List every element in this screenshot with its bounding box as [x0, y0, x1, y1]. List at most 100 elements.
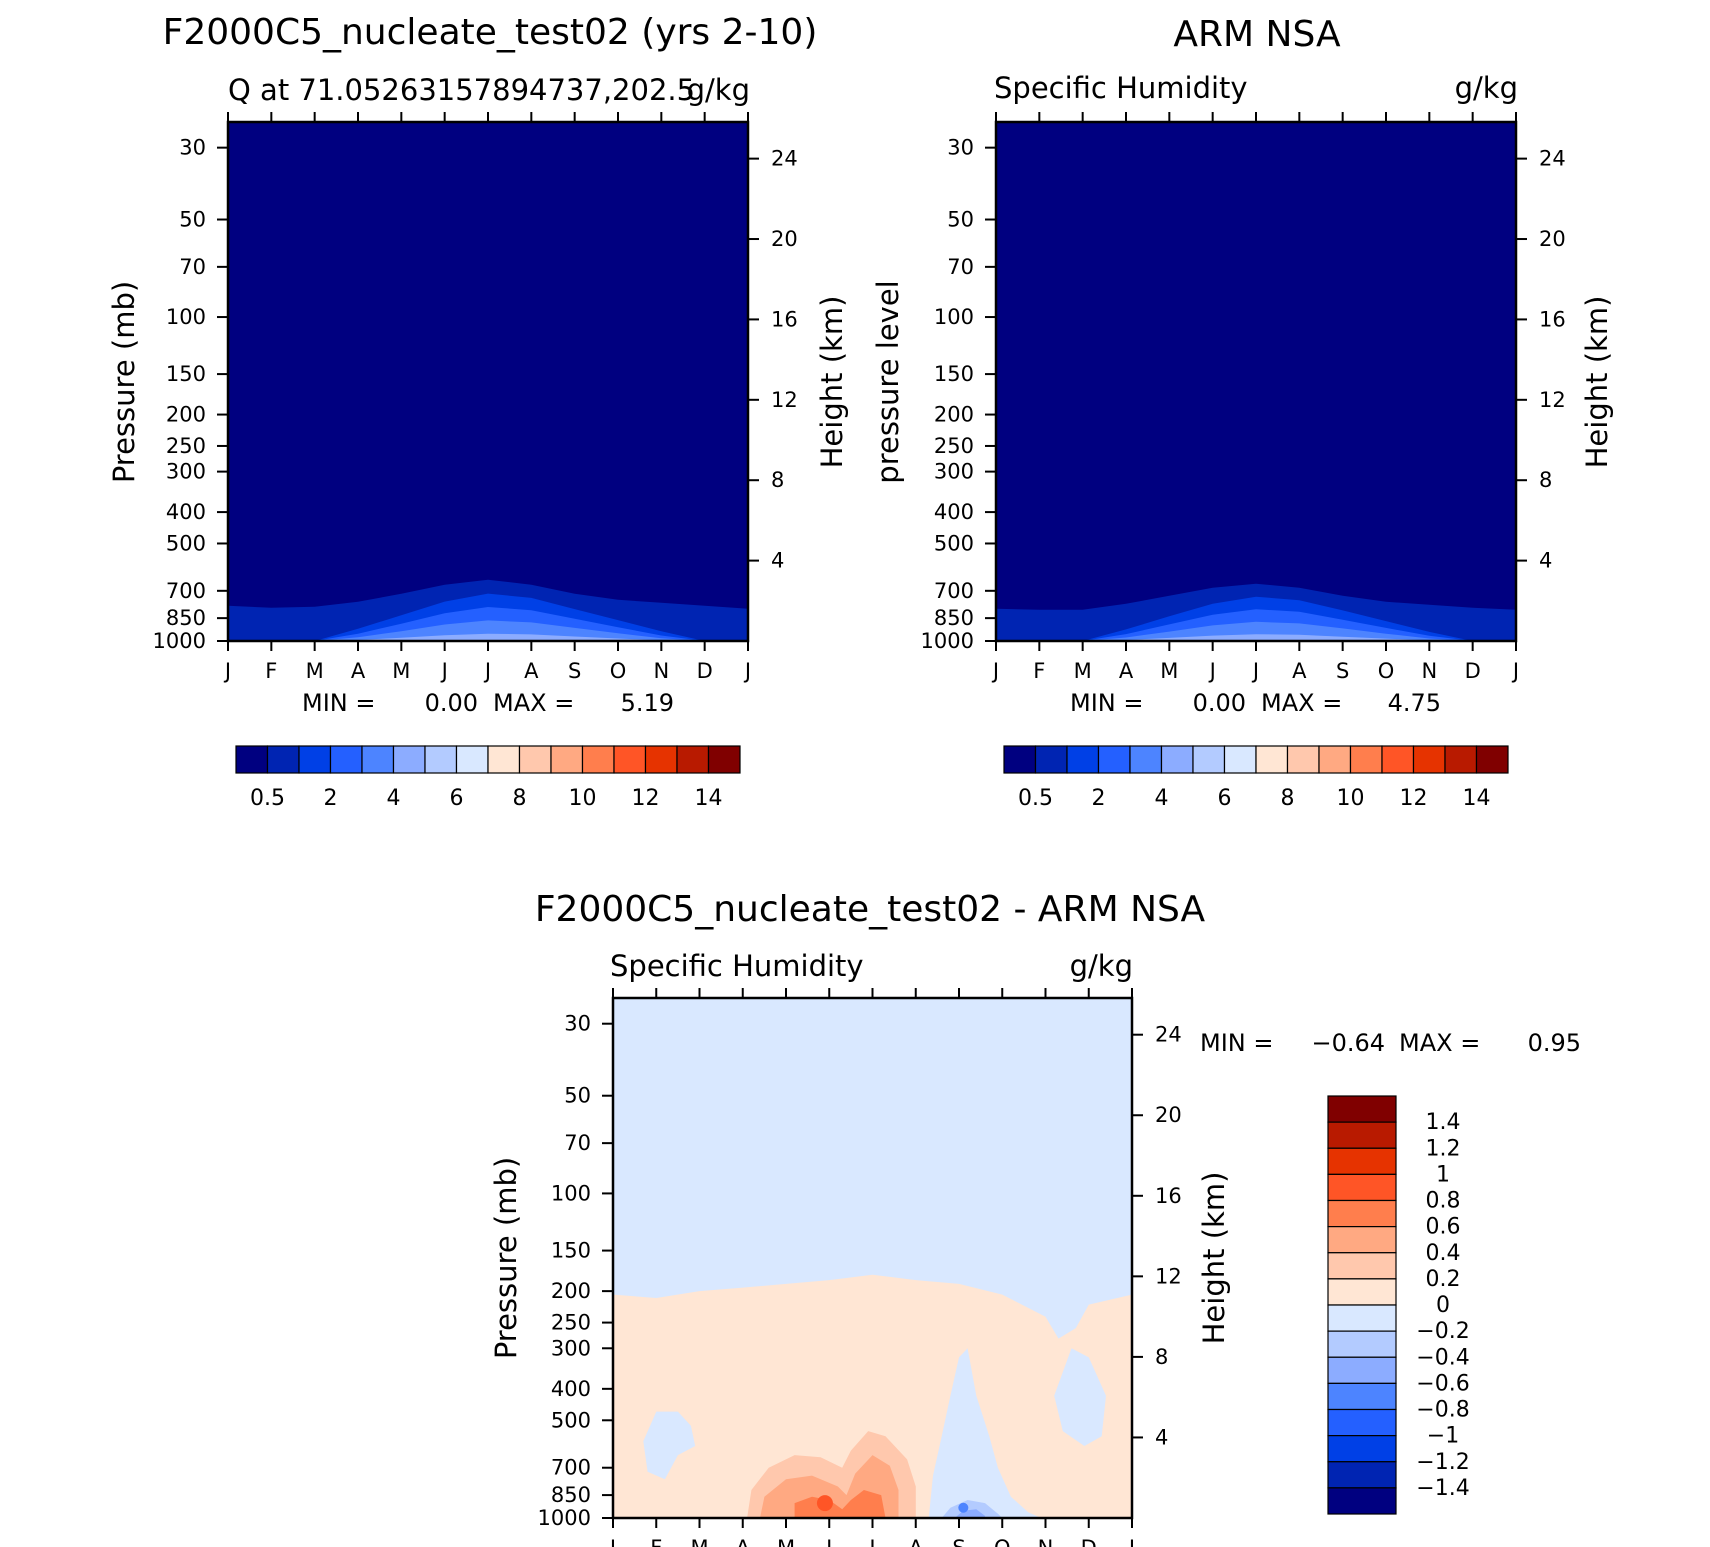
- x-tick-label: M: [392, 659, 410, 683]
- colorbar-box: [1327, 1226, 1397, 1254]
- y2-tick-label: 16: [771, 307, 798, 331]
- colorbar-box: [1327, 1278, 1397, 1306]
- x-tick-label: O: [1378, 659, 1395, 683]
- y2-tick-label: 8: [771, 468, 784, 492]
- x-tick-label: J: [440, 659, 448, 683]
- y-tick-label: 250: [551, 1311, 591, 1335]
- panel-model-min-label: MIN =: [302, 689, 375, 717]
- x-tick-label: J: [1208, 659, 1216, 683]
- x-tick-label: J: [824, 1536, 832, 1547]
- y2-tick-label: 20: [771, 227, 798, 251]
- colorbar-label: −1.4: [1416, 1476, 1469, 1501]
- colorbar-label: 4: [1155, 786, 1169, 811]
- x-tick-label: J: [483, 659, 491, 683]
- colorbar-box: [613, 745, 647, 774]
- diff-negative-min: [958, 1502, 969, 1513]
- colorbar-label: −1.2: [1416, 1450, 1469, 1475]
- colorbar-box: [1327, 1095, 1397, 1123]
- x-tick-label: J: [1511, 659, 1519, 683]
- y-tick-label: 70: [947, 255, 974, 279]
- panel-diff: F2000C5_nucleate_test02 - ARM NSA Specif…: [489, 889, 1581, 1547]
- colorbar-box: [1327, 1147, 1397, 1175]
- y-tick-label: 700: [934, 579, 974, 603]
- y2-tick-label: 16: [1155, 1184, 1182, 1208]
- x-tick-label: M: [1074, 659, 1092, 683]
- y2-tick-label: 4: [1539, 549, 1552, 573]
- colorbar-label: 1: [1436, 1162, 1450, 1187]
- x-tick-label: A: [351, 659, 366, 683]
- colorbar-label: −0.8: [1416, 1398, 1469, 1423]
- panel-model-subtitle: Q at 71.05263157894737,202.5: [228, 73, 695, 107]
- x-tick-label: D: [1465, 659, 1481, 683]
- colorbar-label: 0.4: [1426, 1241, 1461, 1266]
- x-tick-label: J: [867, 1536, 875, 1547]
- colorbar-box: [1003, 745, 1037, 774]
- colorbar-box: [1327, 1252, 1397, 1280]
- colorbar-box: [1097, 745, 1131, 774]
- y-tick-label: 100: [551, 1181, 591, 1205]
- panel-model-units: g/kg: [687, 73, 750, 107]
- x-tick-label: J: [223, 659, 231, 683]
- y-tick-label: 200: [166, 403, 206, 427]
- colorbar-box: [1327, 1304, 1397, 1332]
- y-tick-label: 850: [166, 606, 206, 630]
- colorbar-box: [1475, 745, 1509, 774]
- panel-obs-max-value: 4.75: [1388, 689, 1441, 717]
- panel-diff-title: F2000C5_nucleate_test02 - ARM NSA: [535, 889, 1206, 930]
- colorbar-box: [424, 745, 458, 774]
- panel-obs: ARM NSA Specific Humidity g/kg J F M A M J J A S…: [871, 14, 1614, 811]
- colorbar-box: [1327, 1435, 1397, 1463]
- colorbar-label: 0.6: [1426, 1215, 1461, 1240]
- contour-level-4: [228, 633, 748, 641]
- diff-level-0-0_2: [613, 1274, 1132, 1518]
- colorbar-label: 1.2: [1426, 1136, 1461, 1161]
- colorbar-box: [361, 745, 395, 774]
- y-tick-label: 50: [947, 208, 974, 232]
- x-tick-label: M: [777, 1536, 795, 1547]
- colorbar-box: [1327, 1330, 1397, 1358]
- panel-model-y2label: Height (km): [815, 296, 849, 469]
- colorbar-label: 4: [387, 786, 401, 811]
- colorbar-label: 14: [1463, 786, 1491, 811]
- y2-tick-label: 12: [1539, 388, 1566, 412]
- x-tick-label: S: [568, 659, 581, 683]
- colorbar-box: [1327, 1408, 1397, 1437]
- y2-tick-label: 12: [771, 388, 798, 412]
- colorbar-box: [1034, 745, 1068, 774]
- panel-diff-min-label: MIN =: [1200, 1029, 1273, 1057]
- y-tick-label: 1000: [538, 1506, 591, 1530]
- panel-obs-subtitle: Specific Humidity: [994, 71, 1248, 105]
- colorbar-label: 2: [1092, 786, 1106, 811]
- y-tick-label: 100: [166, 305, 206, 329]
- colorbar-label: 0.5: [1018, 786, 1053, 811]
- colorbar-box: [266, 745, 300, 774]
- panel-diff-max-value: 0.95: [1528, 1029, 1581, 1057]
- colorbar-box: [1129, 745, 1163, 774]
- colorbar-box: [1349, 745, 1383, 774]
- colorbar-label: 0.2: [1426, 1267, 1461, 1292]
- colorbar-box: [550, 745, 584, 774]
- x-tick-label: N: [1421, 659, 1437, 683]
- y-tick-label: 250: [934, 434, 974, 458]
- colorbar-label: −0.6: [1416, 1371, 1469, 1396]
- colorbar-box: [1327, 1199, 1397, 1228]
- colorbar-label: −0.2: [1416, 1319, 1469, 1344]
- y-tick-label: 700: [551, 1456, 591, 1480]
- colorbar-label: 12: [1400, 786, 1428, 811]
- y-tick-label: 50: [564, 1084, 591, 1108]
- y-tick-label: 300: [166, 460, 206, 484]
- panel-model-contours: [228, 579, 748, 641]
- colorbar-label: 12: [632, 786, 660, 811]
- panel-obs-min-label: MIN =: [1070, 689, 1143, 717]
- colorbar-box: [455, 745, 489, 774]
- y2-tick-label: 20: [1155, 1103, 1182, 1127]
- y-tick-label: 70: [179, 255, 206, 279]
- y-tick-label: 250: [166, 434, 206, 458]
- x-tick-label: A: [909, 1536, 924, 1547]
- colorbar-box: [644, 745, 678, 774]
- y-tick-label: 300: [934, 460, 974, 484]
- panel-model-max-value: 5.19: [621, 689, 674, 717]
- colorbar-box: [1327, 1487, 1397, 1515]
- panel-model-min-value: 0.00: [425, 689, 478, 717]
